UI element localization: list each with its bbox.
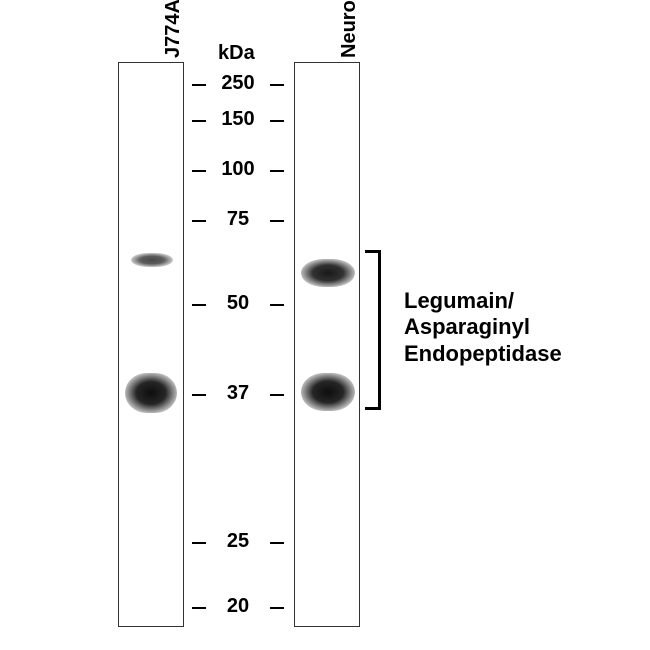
mw-marker: 50 (212, 292, 264, 315)
mw-marker: 250 (212, 72, 264, 95)
mw-marker: 25 (212, 530, 264, 553)
mw-marker-value: 50 (227, 292, 249, 315)
band (301, 373, 355, 411)
mw-marker: 100 (212, 158, 264, 181)
annotation-bracket (378, 250, 381, 410)
band (125, 373, 177, 413)
lane-label-neuro2a: Neuro-2A (338, 0, 361, 58)
mw-marker-value: 37 (227, 382, 249, 405)
mw-marker: 75 (212, 208, 264, 231)
mw-marker-value: 20 (227, 595, 249, 618)
band (301, 259, 355, 287)
band (131, 253, 173, 267)
annotation-line-3: Endopeptidase (404, 341, 562, 366)
mw-marker-value: 75 (227, 208, 249, 231)
mw-marker-value: 250 (221, 72, 254, 95)
mw-marker: 150 (212, 108, 264, 131)
blot-figure: kDa J774A.1 Neuro-2A 250 150 100 75 50 37 25 20… (0, 0, 650, 650)
lane-j774a1 (118, 62, 184, 627)
lane-label-j774a1: J774A.1 (162, 0, 185, 58)
kda-header: kDa (218, 42, 255, 65)
mw-marker: 37 (212, 382, 264, 405)
lane-neuro2a (294, 62, 360, 627)
mw-marker-value: 150 (221, 108, 254, 131)
mw-marker-value: 100 (221, 158, 254, 181)
mw-marker-value: 25 (227, 530, 249, 553)
protein-annotation: Legumain/ Asparaginyl Endopeptidase (404, 288, 562, 367)
mw-marker: 20 (212, 595, 264, 618)
annotation-line-1: Legumain/ (404, 288, 514, 313)
annotation-line-2: Asparaginyl (404, 314, 530, 339)
